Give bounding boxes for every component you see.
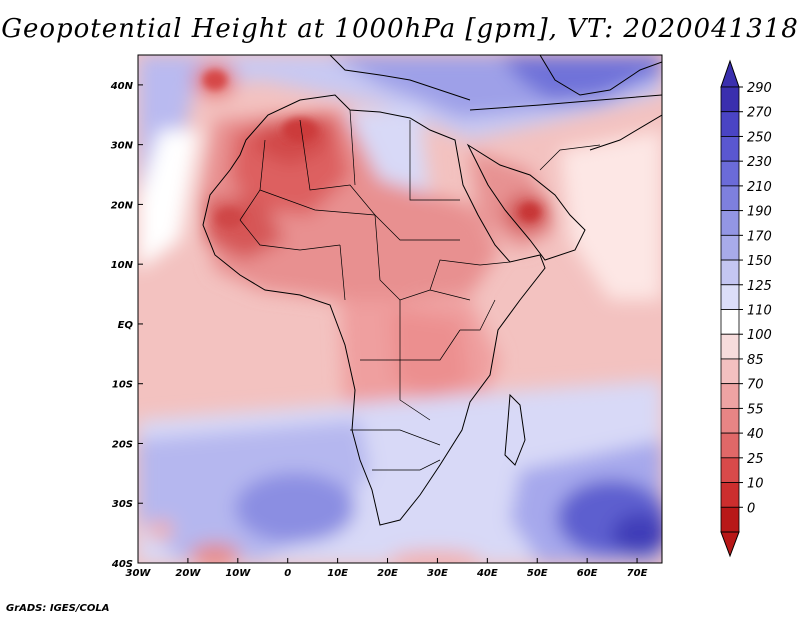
colorbar-label: 190 — [747, 205, 772, 220]
colorbar-segment — [720, 185, 740, 212]
axis-ticks: 30W 20W 10W 0 10E 20E 30E 40E 50E 60E 70E 40N 30N 20N… — [110, 81, 648, 579]
colorbar-label: 170 — [747, 229, 772, 244]
colorbar-segment — [720, 259, 740, 286]
lon-tick-label: 10E — [327, 568, 348, 579]
lon-tick-label: 40E — [476, 568, 498, 579]
colorbar-label: 100 — [747, 328, 772, 343]
colorbar-segment — [720, 457, 740, 483]
lon-tick-label: 0 — [284, 568, 291, 579]
lat-tick-label: 20S — [112, 439, 133, 450]
coastlines — [202, 55, 662, 526]
colorbar-label: 10 — [747, 477, 764, 492]
grads-credit: GrADS: IGES/COLA — [6, 603, 110, 614]
colorbar-bottom-arrow — [720, 531, 740, 558]
lat-tick-label: EQ — [118, 320, 134, 331]
map-title: Geopotential Height at 1000hPa [gpm], VT… — [1, 14, 799, 44]
colorbar: 2902702502302101901701501251101008570554… — [720, 59, 772, 558]
colorbar-label: 210 — [747, 180, 772, 195]
colorbar-label: 290 — [747, 81, 772, 96]
map-frame — [137, 54, 663, 564]
lon-tick-label: 30E — [427, 568, 448, 579]
colorbar-segment — [720, 309, 740, 335]
colorbar-segment — [720, 506, 740, 533]
lat-tick-label: 30S — [112, 499, 133, 510]
colorbar-segment — [720, 86, 740, 113]
colorbar-segment — [720, 432, 740, 459]
colorbar-segment — [720, 284, 740, 310]
colorbar-label: 0 — [747, 501, 755, 516]
lat-tick-label: 20N — [111, 200, 134, 211]
country-borders — [239, 109, 601, 471]
colorbar-segment — [720, 136, 740, 162]
colorbar-label: 40 — [747, 427, 764, 442]
lat-tick-label: 30N — [111, 141, 134, 152]
colorbar-label: 250 — [747, 130, 772, 145]
geopotential-field — [138, 55, 662, 563]
lon-tick-label: 70E — [627, 568, 648, 579]
lat-tick-label: 40S — [111, 559, 133, 570]
lon-tick-label: 60E — [577, 568, 598, 579]
colorbar-label: 150 — [747, 254, 772, 269]
lon-tick-label: 20E — [377, 568, 398, 579]
colorbar-label: 55 — [747, 402, 764, 417]
colorbar-label: 110 — [747, 304, 772, 319]
colorbar-label: 125 — [747, 279, 772, 294]
colorbar-label: 230 — [747, 155, 772, 170]
colorbar-segment — [720, 482, 740, 508]
colorbar-segment — [720, 160, 740, 187]
colorbar-segment — [720, 383, 740, 409]
lon-tick-label: 30W — [126, 568, 152, 579]
colorbar-segment — [720, 210, 740, 236]
lat-tick-label: 10S — [112, 380, 133, 391]
lat-tick-label: 10N — [111, 260, 134, 271]
colorbar-segment — [720, 234, 740, 261]
colorbar-segment — [720, 111, 740, 137]
lon-tick-label: 20W — [175, 568, 201, 579]
colorbar-label: 25 — [747, 452, 764, 467]
colorbar-label: 270 — [747, 106, 772, 121]
colorbar-label: 70 — [747, 378, 764, 393]
lat-tick-label: 40N — [110, 81, 134, 92]
colorbar-segment — [720, 333, 740, 360]
colorbar-segment — [720, 358, 740, 385]
lon-tick-label: 50E — [527, 568, 548, 579]
lon-tick-label: 10W — [225, 568, 251, 579]
colorbar-top-arrow — [720, 59, 740, 88]
colorbar-label: 85 — [747, 353, 764, 368]
colorbar-segment — [720, 407, 740, 434]
